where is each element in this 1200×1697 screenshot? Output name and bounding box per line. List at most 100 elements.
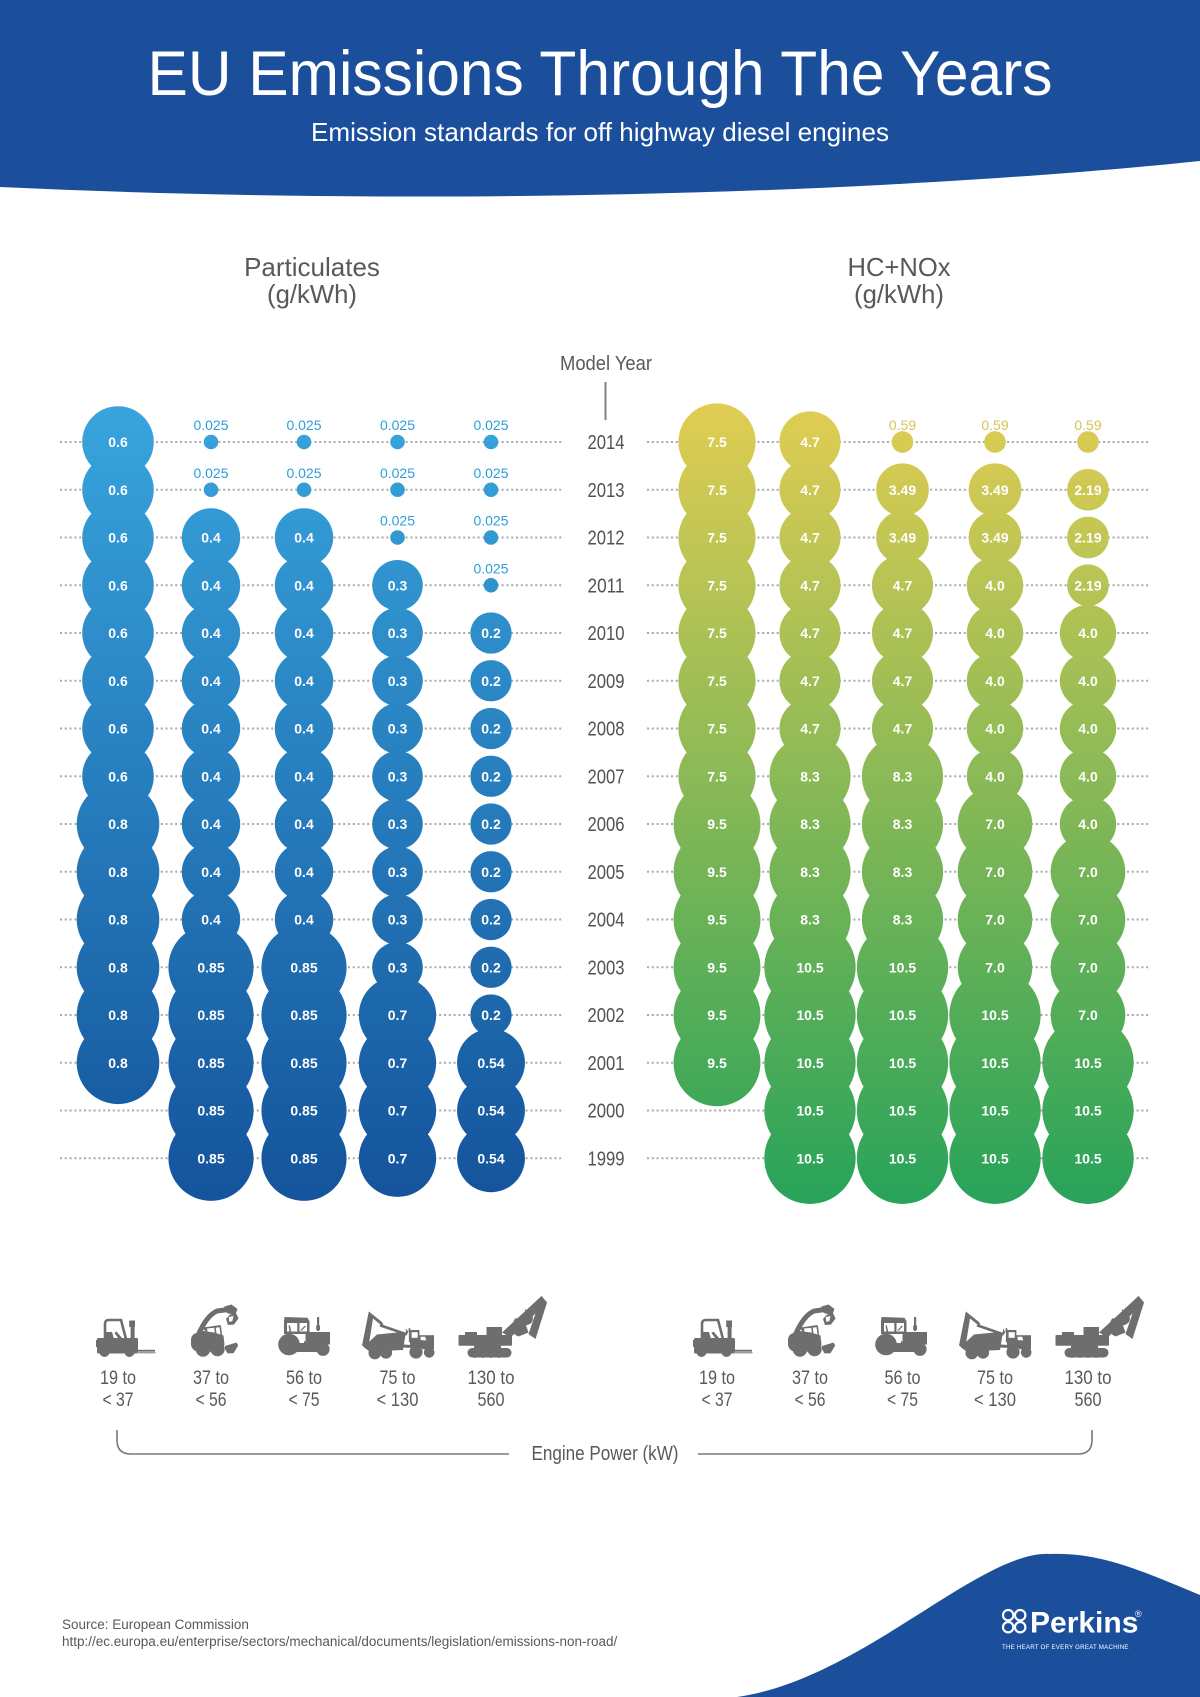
- svg-text:1999: 1999: [588, 1148, 625, 1170]
- svg-text:7.0: 7.0: [985, 959, 1005, 975]
- svg-text:0.4: 0.4: [201, 721, 221, 737]
- svg-text:4.0: 4.0: [985, 768, 1005, 784]
- svg-text:7.5: 7.5: [707, 482, 727, 498]
- svg-text:0.025: 0.025: [380, 417, 415, 433]
- svg-text:2001: 2001: [588, 1053, 625, 1075]
- svg-text:8.3: 8.3: [800, 912, 820, 928]
- svg-text:0.85: 0.85: [197, 1150, 224, 1166]
- svg-text:0.4: 0.4: [294, 912, 314, 928]
- svg-text:2.19: 2.19: [1074, 482, 1101, 498]
- svg-text:Model Year: Model Year: [560, 353, 652, 375]
- svg-text:4.0: 4.0: [985, 625, 1005, 641]
- svg-text:< 130: < 130: [974, 1390, 1016, 1411]
- svg-text:8.3: 8.3: [800, 864, 820, 880]
- svg-text:0.2: 0.2: [481, 816, 501, 832]
- svg-text:0.7: 0.7: [388, 1055, 408, 1071]
- svg-text:4.0: 4.0: [1078, 673, 1098, 689]
- svg-text:10.5: 10.5: [796, 1103, 823, 1119]
- svg-text:7.0: 7.0: [1078, 1007, 1098, 1023]
- svg-text:0.3: 0.3: [388, 816, 408, 832]
- svg-text:4.7: 4.7: [893, 577, 913, 593]
- svg-text:HC+NOx: HC+NOx: [848, 252, 951, 282]
- svg-text:10.5: 10.5: [889, 959, 916, 975]
- svg-text:130 to: 130 to: [1065, 1368, 1112, 1389]
- svg-text:8.3: 8.3: [893, 864, 913, 880]
- svg-text:7.5: 7.5: [707, 625, 727, 641]
- svg-text:0.3: 0.3: [388, 959, 408, 975]
- svg-text:< 56: < 56: [795, 1390, 826, 1411]
- svg-text:2.19: 2.19: [1074, 577, 1101, 593]
- svg-text:8.3: 8.3: [893, 816, 913, 832]
- svg-text:0.85: 0.85: [290, 959, 317, 975]
- svg-text:75 to: 75 to: [380, 1368, 416, 1389]
- svg-text:2014: 2014: [588, 432, 625, 454]
- svg-text:10.5: 10.5: [796, 1150, 823, 1166]
- svg-text:0.4: 0.4: [294, 577, 314, 593]
- svg-text:0.7: 0.7: [388, 1007, 408, 1023]
- svg-text:9.5: 9.5: [707, 816, 727, 832]
- svg-text:9.5: 9.5: [707, 864, 727, 880]
- svg-text:Perkins: Perkins: [1030, 1607, 1138, 1640]
- svg-text:0.85: 0.85: [290, 1055, 317, 1071]
- svg-text:4.7: 4.7: [800, 721, 820, 737]
- svg-text:7.5: 7.5: [707, 673, 727, 689]
- svg-text:0.025: 0.025: [473, 465, 508, 481]
- svg-text:4.7: 4.7: [893, 625, 913, 641]
- svg-text:< 75: < 75: [887, 1390, 918, 1411]
- svg-text:0.85: 0.85: [290, 1007, 317, 1023]
- svg-text:0.4: 0.4: [201, 912, 221, 928]
- svg-text:3.49: 3.49: [981, 482, 1008, 498]
- svg-text:0.2: 0.2: [481, 912, 501, 928]
- svg-text:4.0: 4.0: [1078, 816, 1098, 832]
- svg-text:0.54: 0.54: [477, 1055, 504, 1071]
- svg-text:0.85: 0.85: [197, 1007, 224, 1023]
- svg-text:0.85: 0.85: [197, 1055, 224, 1071]
- svg-text:®: ®: [1135, 1609, 1142, 1619]
- svg-text:10.5: 10.5: [796, 1055, 823, 1071]
- svg-text:0.3: 0.3: [388, 768, 408, 784]
- svg-text:2013: 2013: [588, 480, 625, 502]
- svg-text:8.3: 8.3: [893, 768, 913, 784]
- svg-text:2008: 2008: [588, 719, 625, 741]
- svg-text:Engine Power (kW): Engine Power (kW): [532, 1443, 679, 1465]
- svg-text:0.4: 0.4: [294, 625, 314, 641]
- svg-text:2009: 2009: [588, 671, 625, 693]
- svg-text:0.59: 0.59: [981, 417, 1008, 433]
- svg-text:0.4: 0.4: [294, 816, 314, 832]
- svg-text:9.5: 9.5: [707, 1055, 727, 1071]
- svg-text:0.4: 0.4: [201, 864, 221, 880]
- svg-text:3.49: 3.49: [889, 530, 916, 546]
- svg-text:2.19: 2.19: [1074, 530, 1101, 546]
- svg-text:10.5: 10.5: [889, 1007, 916, 1023]
- svg-text:4.7: 4.7: [800, 625, 820, 641]
- svg-text:2007: 2007: [588, 766, 625, 788]
- svg-text:4.0: 4.0: [1078, 768, 1098, 784]
- svg-text:0.8: 0.8: [108, 912, 128, 928]
- svg-text:0.85: 0.85: [290, 1103, 317, 1119]
- svg-text:0.025: 0.025: [193, 465, 228, 481]
- svg-text:0.2: 0.2: [481, 721, 501, 737]
- svg-text:0.59: 0.59: [889, 417, 916, 433]
- svg-text:2000: 2000: [588, 1101, 625, 1123]
- svg-text:4.7: 4.7: [800, 434, 820, 450]
- svg-text:4.0: 4.0: [1078, 721, 1098, 737]
- svg-text:0.4: 0.4: [201, 816, 221, 832]
- svg-text:0.6: 0.6: [108, 482, 128, 498]
- svg-text:9.5: 9.5: [707, 1007, 727, 1023]
- svg-text:0.54: 0.54: [477, 1150, 504, 1166]
- svg-text:19 to: 19 to: [699, 1368, 735, 1389]
- svg-text:0.6: 0.6: [108, 625, 128, 641]
- svg-text:2002: 2002: [588, 1005, 625, 1027]
- svg-text:7.0: 7.0: [985, 912, 1005, 928]
- svg-text:7.0: 7.0: [1078, 864, 1098, 880]
- svg-text:0.025: 0.025: [193, 417, 228, 433]
- svg-text:0.025: 0.025: [286, 417, 321, 433]
- svg-text:0.6: 0.6: [108, 434, 128, 450]
- svg-text:0.025: 0.025: [380, 465, 415, 481]
- svg-text:7.5: 7.5: [707, 530, 727, 546]
- svg-text:10.5: 10.5: [981, 1103, 1008, 1119]
- svg-text:< 56: < 56: [196, 1390, 227, 1411]
- svg-text:0.025: 0.025: [473, 560, 508, 576]
- svg-text:10.5: 10.5: [1074, 1150, 1101, 1166]
- svg-text:4.7: 4.7: [893, 721, 913, 737]
